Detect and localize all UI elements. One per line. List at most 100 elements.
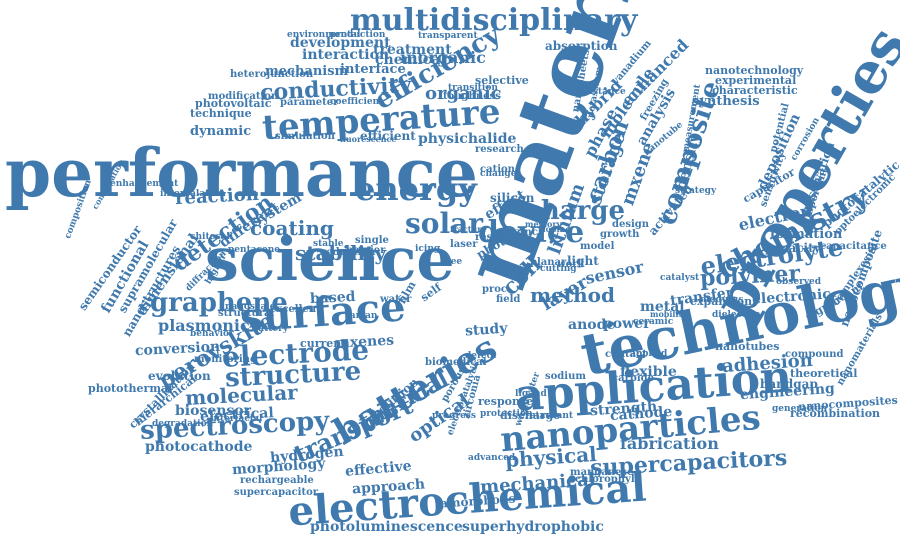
word-light: light xyxy=(567,254,599,268)
word-progress: progress xyxy=(432,411,476,421)
word-capacity: capacity xyxy=(765,241,821,255)
word-environmental: environmental xyxy=(287,30,361,40)
word-compound: compound xyxy=(785,349,844,360)
word-anode: anode xyxy=(568,317,616,333)
word-catalyst: catalyst xyxy=(660,273,700,283)
word-intercalation: intercalation xyxy=(160,189,226,199)
word-planar: planar xyxy=(530,257,567,268)
word-memory: memory xyxy=(525,219,562,229)
word-raman: raman xyxy=(345,311,378,321)
word-cation: cation xyxy=(480,164,515,175)
word-chemical: chemical xyxy=(375,52,446,68)
word-interface: interface xyxy=(340,62,406,77)
word-photothermal: photothermal xyxy=(88,382,173,395)
word-nanoscale: nanoscale xyxy=(225,302,276,312)
word-behavior: behavior xyxy=(190,329,234,339)
word-strategy: strategy xyxy=(675,186,717,196)
word-protection: protection xyxy=(480,409,533,419)
word-transparent: transparent xyxy=(418,31,478,41)
word-resistance: resistance xyxy=(574,87,626,97)
word-defect: defect xyxy=(465,351,497,361)
word-organic: organic xyxy=(425,83,502,104)
word-applied: applied xyxy=(630,349,668,359)
word-bandgap: bandgap xyxy=(760,377,818,391)
word-graphene: graphene xyxy=(150,288,288,318)
word-stable: stable xyxy=(313,239,344,249)
word-biomedical: biomedical xyxy=(425,357,487,368)
word-water: water xyxy=(380,294,412,305)
word-growth: growth xyxy=(600,229,640,240)
word-synthesis: synthesis xyxy=(692,94,760,109)
word-biosensor: biosensor xyxy=(175,403,252,419)
word-recombination: recombination xyxy=(790,407,881,420)
word-ligand: ligand xyxy=(515,389,547,399)
word-fracture: fracture xyxy=(450,224,487,234)
word-proc: proc xyxy=(482,284,508,295)
word-science: science xyxy=(205,225,455,295)
word-result: result xyxy=(475,232,508,243)
word-laser: laser xyxy=(450,239,478,250)
word-photovoltaic: photovoltaic xyxy=(195,97,272,110)
word-modulus: modulus xyxy=(700,295,744,305)
word-production: production xyxy=(330,30,386,40)
word-monitoring: monitoring xyxy=(194,354,257,365)
word-response: response xyxy=(478,395,534,408)
word-modification: modification xyxy=(208,91,279,102)
word-coefficient: coefficient xyxy=(330,97,384,107)
word-stability: stability xyxy=(295,241,387,265)
word-characteristic: characteristic xyxy=(712,84,798,97)
word-multidisciplinary: multidisciplinary xyxy=(350,3,638,38)
word-absorption: absorption xyxy=(545,39,618,53)
word-dynamic: dynamic xyxy=(190,124,252,139)
word-energy: energy xyxy=(355,170,477,208)
word-ceramic: ceramic xyxy=(633,317,674,327)
word-cathode: cathode xyxy=(609,403,673,425)
word-battery: battery xyxy=(252,324,289,334)
word-parameter: parameter xyxy=(280,97,339,108)
word-interfacial: interfacial xyxy=(210,414,263,424)
word-expansion: expansion xyxy=(690,295,753,308)
word-current: current xyxy=(300,337,347,350)
word-field: field xyxy=(496,294,521,305)
word-supercapacitor: supercapacitor xyxy=(234,487,319,498)
word-nanotubes: nanotubes xyxy=(715,340,780,353)
word-effective: effective xyxy=(344,458,413,480)
word-excellent: excellent xyxy=(270,304,321,315)
word-sodium: sodium xyxy=(545,371,586,382)
word-model: model xyxy=(580,241,615,252)
word-device: device xyxy=(478,215,585,250)
word-discharge: discharge xyxy=(500,409,561,422)
word-reduction: reduction xyxy=(321,247,376,258)
word-flexible: flexible xyxy=(620,364,677,380)
word-generation: generation xyxy=(772,404,827,414)
word-simulation: simulation xyxy=(275,131,335,142)
word-carbide: carbide xyxy=(612,373,654,384)
word-power: power xyxy=(603,316,651,332)
word-coating: coating xyxy=(250,216,334,240)
word-research: research xyxy=(475,144,524,155)
word-toughness: toughness xyxy=(443,91,501,102)
word-charge: charge xyxy=(525,196,626,226)
word-fluorescence: fluorescence xyxy=(340,134,397,144)
word-method: method xyxy=(530,283,615,307)
word-cutting: cutting xyxy=(540,264,577,274)
word-physichalide: physichalide xyxy=(418,131,517,147)
word-technique: technique xyxy=(190,107,252,120)
word-photocathode: photocathode xyxy=(145,439,253,455)
word-advanced: advanced xyxy=(468,453,516,463)
word-mechanism: mechanism xyxy=(265,64,349,79)
word-contact: contact xyxy=(605,349,647,360)
word-development: development xyxy=(290,35,391,51)
word-photoluminescence: photoluminescence xyxy=(310,519,463,535)
word-theoretical: theoretical xyxy=(790,367,858,380)
word-chitosan: chitosan xyxy=(190,232,234,242)
word-selective: selective xyxy=(475,74,529,87)
word-heterojunction: heterojunction xyxy=(230,69,314,80)
word-evolution: evolution xyxy=(148,369,211,383)
word-mobility: mobility xyxy=(650,309,687,319)
word-barrier: barrier xyxy=(346,245,386,256)
word-manganese: manganese xyxy=(570,467,634,478)
word-enhancement: enhancement xyxy=(110,179,179,189)
word-efficient: efficient xyxy=(360,129,416,143)
word-experimental: experimental xyxy=(715,74,797,87)
